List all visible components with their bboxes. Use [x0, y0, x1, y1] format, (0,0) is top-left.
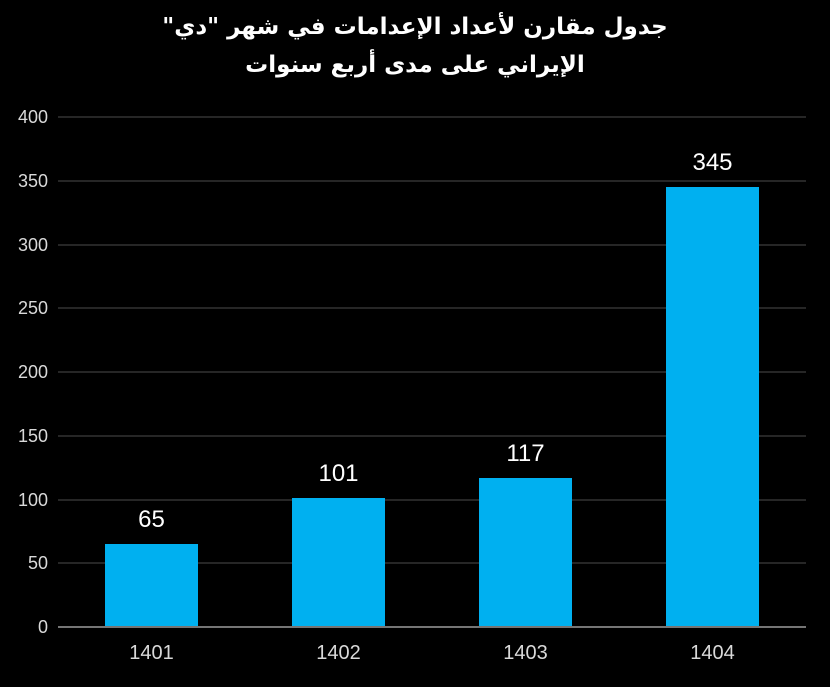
chart-title-line2: الإيراني على مدى أربع سنوات — [245, 52, 585, 78]
gridline — [58, 179, 806, 182]
gridline — [58, 562, 806, 565]
gridline — [58, 307, 806, 310]
x-tick-label-1404: 1404 — [690, 642, 735, 664]
gridline — [58, 371, 806, 373]
y-tick-label: 250 — [17, 298, 48, 319]
bar-1401 — [105, 544, 198, 627]
y-tick-label: 150 — [17, 425, 48, 446]
x-tick-label-1401: 1401 — [129, 642, 174, 664]
chart-title-line1: جدول مقارن لأعداد الإعدامات في شهر "دي" — [162, 14, 668, 40]
y-tick-label: 0 — [37, 617, 48, 637]
x-tick-label-1402: 1402 — [316, 642, 361, 664]
y-tick-label: 400 — [17, 107, 48, 127]
bar-1404 — [666, 187, 759, 627]
data-label-1403: 117 — [506, 439, 545, 467]
data-label-1401: 65 — [138, 506, 165, 534]
y-tick-label: 50 — [27, 553, 48, 574]
data-label-1404: 345 — [692, 149, 733, 177]
gridline — [58, 116, 806, 118]
x-tick-label-1403: 1403 — [503, 642, 548, 664]
data-label-1402: 101 — [318, 460, 359, 488]
y-tick-label: 100 — [17, 489, 48, 510]
bar-1403 — [479, 477, 572, 627]
plot-area: 65 101 117 345 — [58, 116, 806, 628]
chart-title: جدول مقارن لأعداد الإعدامات في شهر "دي" … — [0, 8, 830, 84]
gridline — [58, 434, 806, 437]
y-tick-label: 200 — [17, 362, 48, 382]
y-tick-label: 350 — [17, 170, 48, 191]
gridline — [58, 243, 806, 246]
gridline — [58, 498, 806, 501]
bar-1402 — [292, 498, 385, 627]
x-axis-line — [58, 626, 806, 628]
y-tick-label: 300 — [17, 234, 48, 255]
